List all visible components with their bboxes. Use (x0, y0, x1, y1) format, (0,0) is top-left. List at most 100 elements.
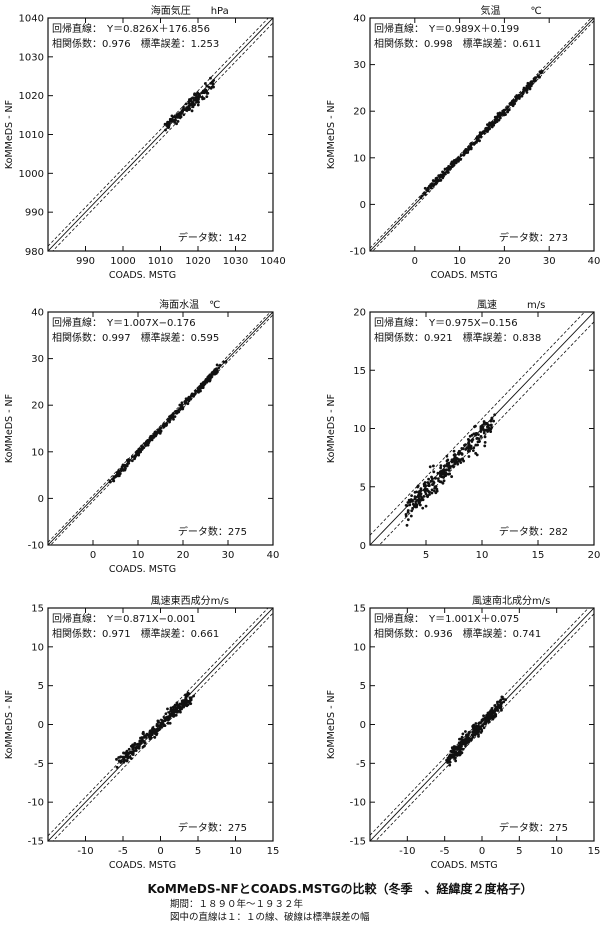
data-point (165, 124, 169, 127)
plot-frame (47, 311, 274, 546)
data-point (192, 96, 195, 100)
data-point (172, 417, 175, 421)
data-point (452, 449, 456, 453)
data-point (157, 724, 161, 728)
data-point (445, 166, 449, 170)
data-point (188, 700, 191, 704)
data-point (164, 712, 168, 716)
scatter-points (404, 413, 497, 527)
data-point (177, 410, 181, 414)
data-point (448, 472, 452, 476)
data-point (492, 419, 495, 423)
data-count: データ数：275 (178, 525, 247, 538)
data-point (447, 468, 451, 472)
correlation-stats: 相関係数：0.998 標準誤差：0.611 (374, 37, 541, 50)
data-point (483, 444, 487, 448)
data-point (174, 411, 178, 415)
data-point (479, 435, 483, 438)
data-point (481, 130, 485, 134)
y-tick-label: -15 (350, 837, 366, 848)
data-point (419, 498, 423, 502)
data-point (140, 737, 144, 740)
data-point (460, 452, 464, 456)
data-point (453, 462, 456, 466)
y-tick-label: -10 (28, 541, 44, 552)
data-point (480, 729, 484, 733)
data-point (205, 84, 209, 88)
data-point (474, 451, 478, 455)
data-point (165, 422, 169, 425)
data-point (425, 188, 429, 192)
data-point (224, 360, 228, 363)
data-point (161, 721, 165, 725)
y-tick-label: -10 (350, 247, 366, 258)
data-point (449, 749, 453, 753)
data-point (122, 759, 126, 762)
data-point (464, 737, 468, 740)
x-tick-label: -5 (440, 846, 450, 857)
data-point (201, 89, 205, 93)
data-point (452, 755, 456, 759)
data-point (465, 148, 469, 151)
correlation-stats: 相関係数：0.976 標準誤差：1.253 (52, 37, 219, 50)
x-tick-label: 1000 (110, 256, 135, 267)
data-point (166, 721, 170, 725)
y-axis-label: KoMMeDS - NF (4, 690, 15, 759)
data-point (410, 494, 413, 498)
data-point (415, 503, 419, 507)
data-point (454, 160, 458, 164)
y-tick-label: 5 (360, 482, 366, 493)
data-point (207, 85, 211, 89)
data-point (428, 465, 432, 469)
data-point (468, 444, 472, 448)
data-point (210, 85, 214, 89)
data-point (122, 751, 125, 755)
data-point (429, 479, 433, 483)
data-count: データ数：142 (178, 231, 247, 244)
data-point (189, 103, 193, 107)
upper-std-error-line (370, 312, 586, 536)
data-point (490, 416, 494, 420)
data-point (488, 428, 492, 431)
data-point (135, 745, 138, 749)
data-point (115, 757, 118, 761)
data-point (169, 706, 173, 710)
data-point (499, 703, 503, 707)
y-tick-label: 0 (38, 720, 44, 731)
data-point (176, 119, 180, 123)
lower-std-error-line (52, 22, 273, 251)
x-tick-label: 10 (476, 550, 489, 561)
lower-std-error-line (378, 321, 594, 545)
data-point (424, 485, 427, 489)
data-point (525, 90, 529, 94)
data-point (205, 91, 209, 95)
data-point (406, 501, 410, 504)
data-point (423, 186, 427, 190)
data-point (171, 705, 175, 709)
data-point (133, 457, 136, 461)
data-point (500, 708, 503, 712)
y-axis-label: KoMMeDS - NF (326, 100, 337, 169)
data-point (456, 462, 460, 466)
data-point (171, 710, 174, 714)
data-point (437, 479, 440, 483)
data-point (489, 430, 493, 433)
data-point (407, 498, 411, 502)
data-point (539, 71, 543, 75)
data-point (411, 506, 415, 510)
data-point (416, 484, 420, 488)
data-point (479, 721, 482, 725)
data-point (438, 474, 442, 478)
data-point (444, 474, 447, 478)
data-point (141, 446, 145, 449)
data-point (431, 480, 435, 484)
data-point (490, 123, 493, 127)
data-point (413, 497, 417, 501)
regression-equation: 回帰直線： Y＝0.989X＋0.199 (374, 22, 519, 35)
data-point (475, 140, 478, 144)
upper-std-error-line (48, 18, 269, 247)
x-tick-label: 15 (588, 846, 600, 857)
data-point (411, 499, 414, 503)
data-point (460, 737, 463, 741)
data-point (121, 468, 125, 472)
